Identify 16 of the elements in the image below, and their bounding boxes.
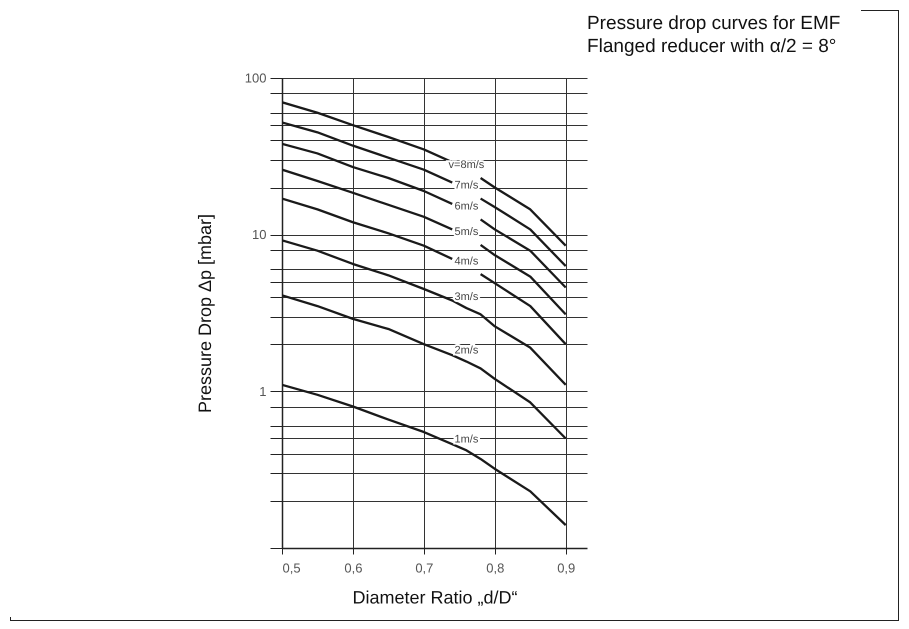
- series-label: 4m/s: [454, 256, 479, 268]
- x-tick-label: 0,8: [486, 560, 504, 576]
- x-tick-label: 0,7: [415, 560, 434, 576]
- x-tick-label: 0,9: [557, 560, 576, 576]
- y-axis-title: Pressure Drop Δp [mbar]: [194, 214, 215, 414]
- x-tick-label: 0,5: [282, 560, 301, 576]
- y-tick-label: 1: [259, 384, 266, 399]
- series-label: v=8m/s: [448, 159, 485, 172]
- series-label: 2m/s: [454, 344, 479, 357]
- y-tick-label: 100: [244, 70, 266, 86]
- x-tick-label: 0,6: [344, 560, 362, 576]
- y-tick-label: 10: [252, 227, 266, 242]
- text: Pressure drop curves for EMF: [587, 13, 840, 34]
- text: Flanged reducer with α/2 = 8°: [587, 36, 836, 57]
- series-label: 6m/s: [454, 200, 479, 213]
- x-axis-title: Diameter Ratio „d/D“: [352, 588, 518, 608]
